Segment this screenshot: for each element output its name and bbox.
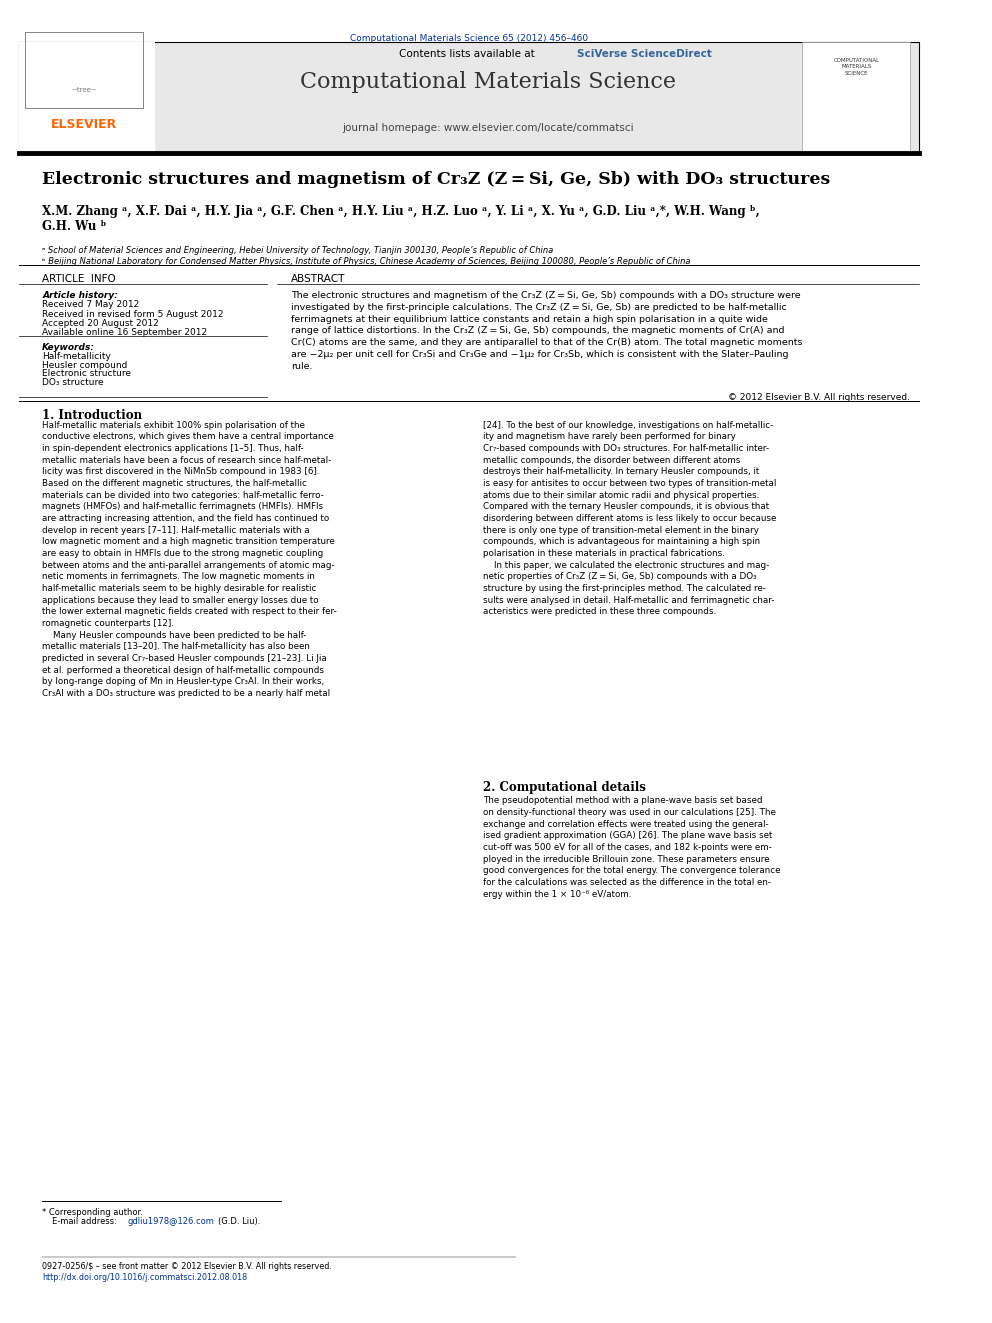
Text: E-mail address:: E-mail address: (52, 1217, 119, 1226)
Text: ELSEVIER: ELSEVIER (52, 118, 117, 131)
Text: 2. Computational details: 2. Computational details (483, 781, 646, 794)
Text: Contents lists available at: Contents lists available at (400, 49, 539, 60)
Text: gdliu1978@126.com: gdliu1978@126.com (128, 1217, 214, 1226)
Text: The pseudopotential method with a plane-wave basis set based
on density-function: The pseudopotential method with a plane-… (483, 796, 781, 898)
Text: Half-metallicity: Half-metallicity (43, 352, 111, 361)
Text: ABSTRACT: ABSTRACT (291, 274, 345, 284)
FancyBboxPatch shape (802, 42, 910, 152)
FancyBboxPatch shape (19, 42, 155, 152)
Text: http://dx.doi.org/10.1016/j.commatsci.2012.08.018: http://dx.doi.org/10.1016/j.commatsci.20… (43, 1273, 247, 1282)
Text: Received 7 May 2012: Received 7 May 2012 (43, 300, 140, 310)
Text: Electronic structures and magnetism of Cr₃Z (Z = Si, Ge, Sb) with DO₃ structures: Electronic structures and magnetism of C… (43, 171, 830, 188)
FancyBboxPatch shape (19, 42, 920, 152)
Text: * Corresponding author.: * Corresponding author. (43, 1208, 143, 1217)
Text: [24]. To the best of our knowledge, investigations on half-metallic-
ity and mag: [24]. To the best of our knowledge, inve… (483, 421, 777, 617)
Text: journal homepage: www.elsevier.com/locate/commatsci: journal homepage: www.elsevier.com/locat… (342, 123, 634, 134)
Text: SciVerse ScienceDirect: SciVerse ScienceDirect (576, 49, 711, 60)
Text: © 2012 Elsevier B.V. All rights reserved.: © 2012 Elsevier B.V. All rights reserved… (728, 393, 910, 402)
Text: Article history:: Article history: (43, 291, 118, 300)
Text: ARTICLE  INFO: ARTICLE INFO (43, 274, 116, 284)
Text: Computational Materials Science 65 (2012) 456–460: Computational Materials Science 65 (2012… (350, 34, 588, 44)
Text: DO₃ structure: DO₃ structure (43, 378, 104, 386)
Text: Electronic structure: Electronic structure (43, 369, 131, 378)
Text: The electronic structures and magnetism of the Cr₃Z (Z = Si, Ge, Sb) compounds w: The electronic structures and magnetism … (291, 291, 803, 370)
Bar (26, 32, 143, 108)
Text: Keywords:: Keywords: (43, 343, 95, 352)
Text: Accepted 20 August 2012: Accepted 20 August 2012 (43, 319, 159, 328)
Text: COMPUTATIONAL
MATERIALS
SCIENCE: COMPUTATIONAL MATERIALS SCIENCE (833, 58, 880, 75)
Text: (G.D. Liu).: (G.D. Liu). (217, 1217, 260, 1226)
Text: 1. Introduction: 1. Introduction (43, 409, 142, 422)
Text: Computational Materials Science: Computational Materials Science (300, 71, 676, 94)
Text: Available online 16 September 2012: Available online 16 September 2012 (43, 328, 207, 337)
Text: ᵇ Beijing National Laboratory for Condensed Matter Physics, Institute of Physics: ᵇ Beijing National Laboratory for Conden… (43, 257, 690, 266)
Text: Half-metallic materials exhibit 100% spin polarisation of the
conductive electro: Half-metallic materials exhibit 100% spi… (43, 421, 337, 699)
Text: X.M. Zhang ᵃ, X.F. Dai ᵃ, H.Y. Jia ᵃ, G.F. Chen ᵃ, H.Y. Liu ᵃ, H.Z. Luo ᵃ, Y. Li: X.M. Zhang ᵃ, X.F. Dai ᵃ, H.Y. Jia ᵃ, G.… (43, 205, 760, 233)
Text: Received in revised form 5 August 2012: Received in revised form 5 August 2012 (43, 310, 224, 319)
Text: Heusler compound: Heusler compound (43, 360, 128, 369)
Text: ᵃ School of Material Sciences and Engineering, Hebei University of Technology, T: ᵃ School of Material Sciences and Engine… (43, 246, 554, 255)
Text: ~tree~: ~tree~ (71, 87, 97, 93)
Text: 0927-0256/$ – see front matter © 2012 Elsevier B.V. All rights reserved.: 0927-0256/$ – see front matter © 2012 El… (43, 1262, 332, 1271)
